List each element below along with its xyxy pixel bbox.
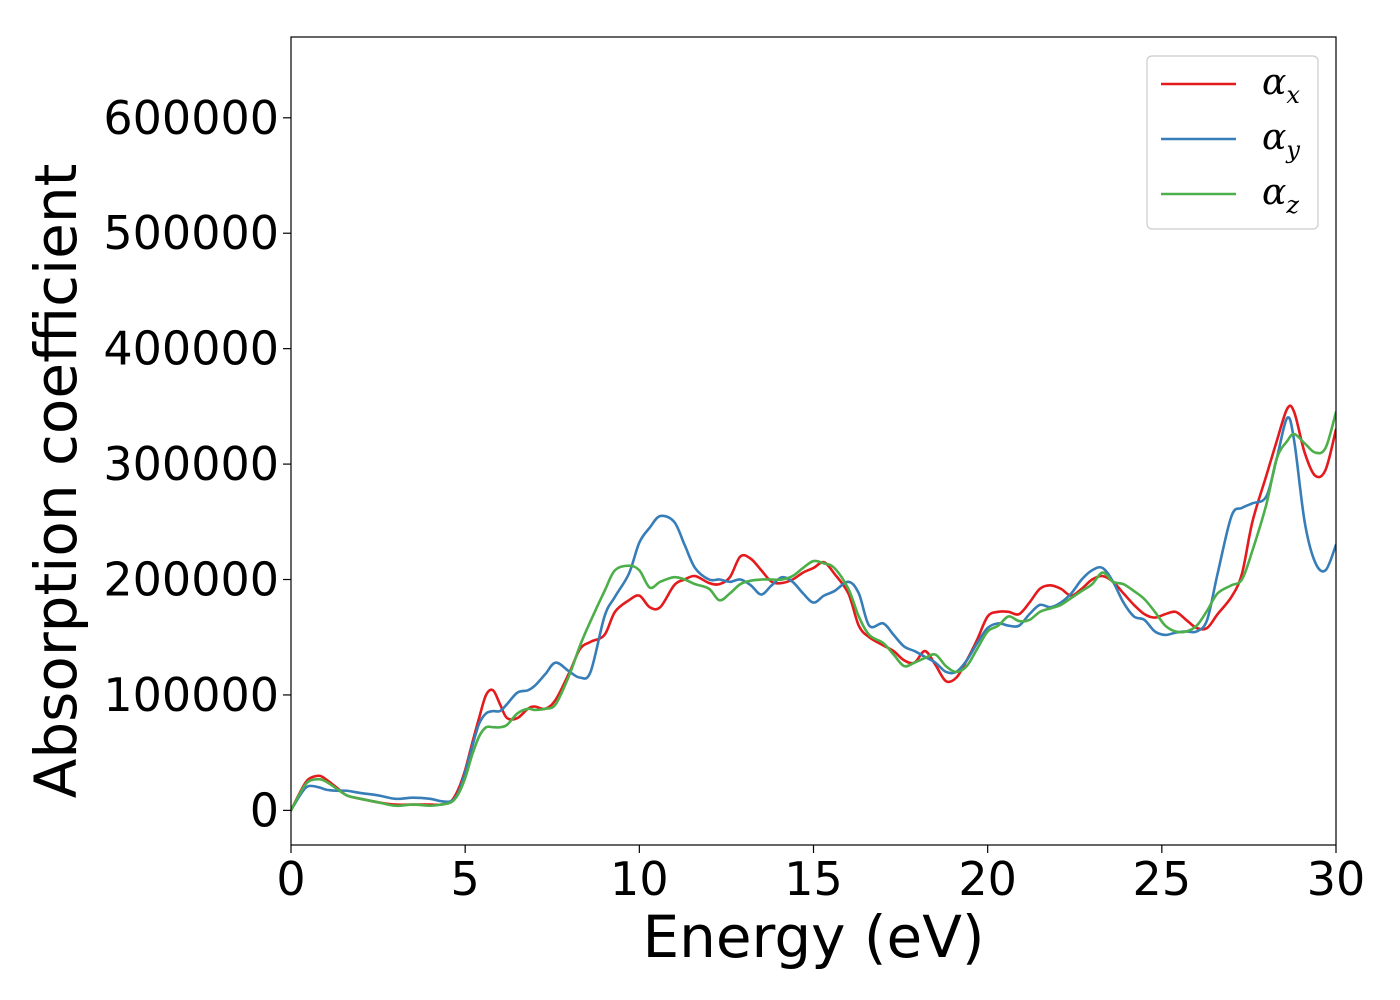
y-tick-label: 100000 [103, 668, 279, 722]
plot-lines [291, 404, 1336, 812]
y-axis-ticks: 0 100000 200000 300000 400000 500000 600000 [103, 91, 291, 837]
series-line-z [291, 410, 1336, 812]
legend: αx αy αz [1146, 55, 1319, 230]
y-tick-label: 300000 [103, 437, 279, 491]
legend-entry-z: αz [1262, 172, 1299, 219]
y-axis-label: Absorption coefficient [22, 164, 90, 799]
x-tick-label: 0 [276, 852, 305, 906]
x-axis-ticks: 0 5 10 15 20 25 30 [276, 845, 1365, 906]
legend-entry-y: αy [1262, 117, 1300, 164]
x-tick-label: 15 [784, 852, 843, 906]
x-tick-label: 10 [610, 852, 669, 906]
x-tick-label: 20 [958, 852, 1017, 906]
y-tick-label: 500000 [103, 206, 279, 260]
x-axis-label: Energy (eV) [642, 903, 984, 971]
y-tick-label: 600000 [103, 91, 279, 145]
x-tick-label: 30 [1307, 852, 1366, 906]
y-tick-label: 200000 [103, 553, 279, 607]
x-tick-label: 5 [451, 852, 480, 906]
y-tick-label: 400000 [103, 322, 279, 376]
x-tick-label: 25 [1133, 852, 1192, 906]
y-tick-label: 0 [250, 783, 279, 837]
legend-box [1146, 55, 1319, 230]
legend-entry-x: αx [1262, 62, 1300, 109]
series-line-y [291, 416, 1336, 812]
